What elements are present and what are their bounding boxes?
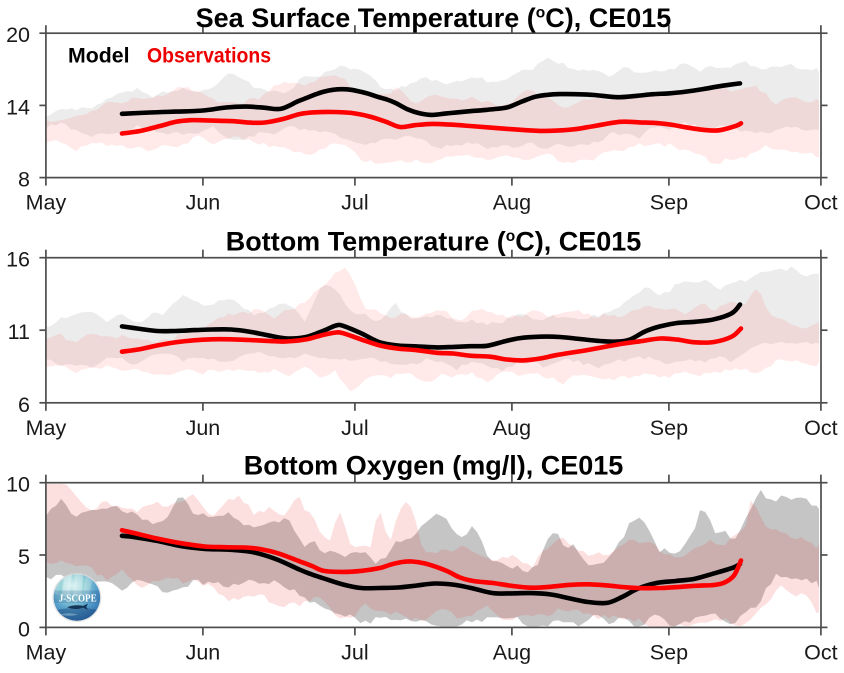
svg-text:5: 5 bbox=[18, 545, 30, 569]
svg-text:10: 10 bbox=[6, 473, 30, 497]
svg-text:May: May bbox=[26, 640, 67, 664]
svg-text:Oct: Oct bbox=[804, 416, 837, 440]
svg-text:Bottom Temperature (oC), CE015: Bottom Temperature (oC), CE015 bbox=[226, 227, 642, 257]
svg-text:Jun: Jun bbox=[186, 191, 221, 215]
svg-text:Oct: Oct bbox=[804, 191, 837, 215]
svg-text:Jun: Jun bbox=[186, 416, 221, 440]
svg-text:J-SCOPE: J-SCOPE bbox=[59, 593, 97, 604]
svg-text:6: 6 bbox=[18, 393, 30, 417]
svg-text:May: May bbox=[26, 191, 67, 215]
svg-text:Aug: Aug bbox=[493, 191, 531, 215]
svg-text:20: 20 bbox=[6, 23, 30, 47]
svg-text:Jul: Jul bbox=[341, 640, 368, 664]
svg-text:Jul: Jul bbox=[341, 416, 368, 440]
svg-text:Sea Surface Temperature (oC),: Sea Surface Temperature (oC), CE015 bbox=[196, 3, 672, 33]
svg-text:Oct: Oct bbox=[804, 640, 837, 664]
svg-text:16: 16 bbox=[6, 248, 30, 272]
svg-text:Aug: Aug bbox=[493, 640, 531, 664]
svg-text:0: 0 bbox=[18, 617, 30, 641]
svg-text:Jul: Jul bbox=[341, 191, 368, 215]
svg-text:Model: Model bbox=[68, 45, 130, 68]
svg-text:Sep: Sep bbox=[650, 191, 688, 215]
svg-text:Sep: Sep bbox=[650, 416, 688, 440]
svg-text:Jun: Jun bbox=[186, 640, 221, 664]
svg-text:8: 8 bbox=[18, 168, 30, 192]
svg-text:Sep: Sep bbox=[650, 640, 688, 664]
svg-text:11: 11 bbox=[8, 320, 30, 344]
svg-text:May: May bbox=[26, 416, 67, 440]
svg-text:Aug: Aug bbox=[493, 416, 531, 440]
svg-text:Bottom Oxygen (mg/l), CE015: Bottom Oxygen (mg/l), CE015 bbox=[244, 451, 624, 481]
svg-text:14: 14 bbox=[6, 95, 30, 119]
svg-text:Observations: Observations bbox=[147, 45, 271, 68]
